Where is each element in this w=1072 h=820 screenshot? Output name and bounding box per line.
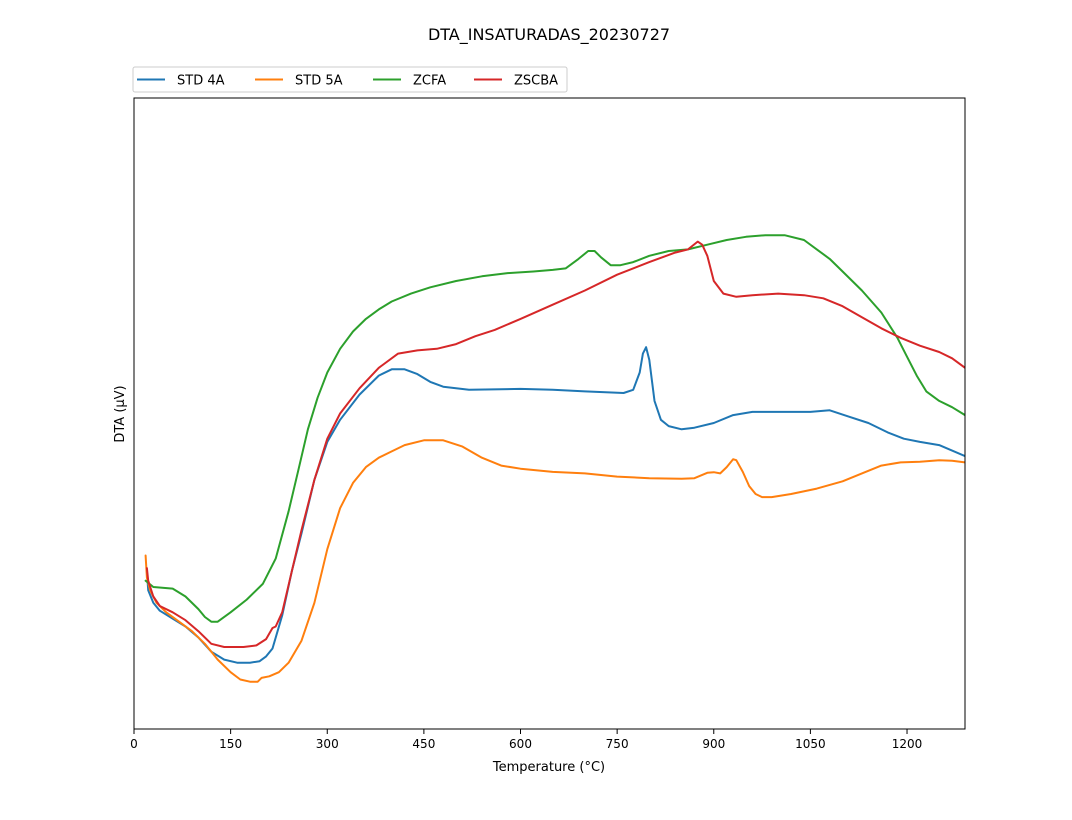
x-axis: 0 150 300 450 600 750 900 1050 1200	[130, 729, 922, 751]
plot-frame	[133, 97, 966, 730]
y-axis-label: DTA (µV)	[113, 385, 128, 442]
series-line-zcfa	[144, 234, 965, 623]
x-tick-label: 150	[219, 737, 242, 751]
chart-title: DTA_INSATURADAS_20230727	[428, 25, 670, 45]
x-tick-label: 450	[412, 737, 435, 751]
series-line-zscba	[145, 240, 965, 648]
x-tick-label: 0	[130, 737, 138, 751]
series-line-std-5a	[144, 439, 965, 683]
legend: STD 4A STD 5A ZCFA ZSCBA	[132, 66, 568, 93]
x-tick-label: 1200	[892, 737, 923, 751]
legend-label: ZCFA	[413, 74, 446, 89]
plot-area	[144, 234, 965, 683]
legend-label: ZSCBA	[514, 74, 558, 89]
x-tick-label: 900	[702, 737, 725, 751]
legend-box	[132, 66, 568, 93]
series-line-std-4a	[145, 346, 965, 664]
legend-label: STD 4A	[177, 74, 225, 89]
x-tick-label: 750	[606, 737, 629, 751]
x-axis-label: Temperature (°C)	[492, 760, 605, 775]
x-tick-label: 600	[509, 737, 532, 751]
x-tick-label: 300	[316, 737, 339, 751]
x-tick-label: 1050	[795, 737, 826, 751]
legend-label: STD 5A	[295, 74, 343, 89]
